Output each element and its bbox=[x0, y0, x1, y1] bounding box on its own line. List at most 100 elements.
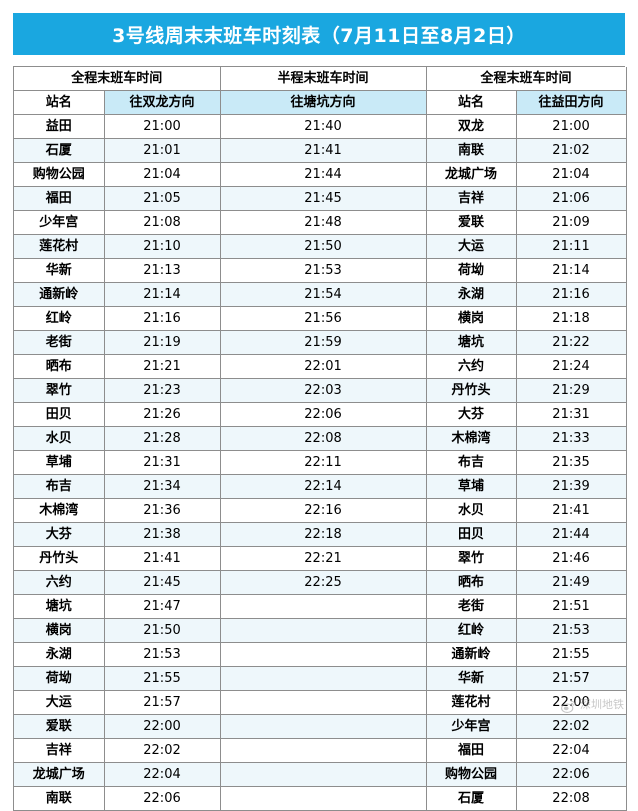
cell-station-left: 翠竹 bbox=[14, 378, 105, 403]
cell-time-left: 21:26 bbox=[104, 402, 221, 427]
table-row: 爱联 22:00 少年宫 22:02 bbox=[14, 714, 627, 739]
cell-station-left: 荷坳 bbox=[14, 666, 105, 691]
cell-time-left: 21:38 bbox=[104, 522, 221, 547]
watermark-label: 深圳地铁 bbox=[580, 698, 624, 711]
cell-station-right: 草埔 bbox=[426, 474, 517, 499]
cell-time-right: 21:18 bbox=[516, 306, 627, 331]
cell-time-left: 21:41 bbox=[104, 546, 221, 571]
cell-time-right: 21:02 bbox=[516, 138, 627, 163]
cell-time-middle bbox=[220, 714, 427, 739]
group-header-row: 全程末班车时间 半程末班车时间 全程末班车时间 bbox=[14, 67, 627, 91]
cell-station-right: 红岭 bbox=[426, 618, 517, 643]
table-row: 永湖 21:53 通新岭 21:55 bbox=[14, 642, 627, 667]
cell-station-right: 横岗 bbox=[426, 306, 517, 331]
group-header-middle: 半程末班车时间 bbox=[220, 67, 427, 91]
table-row: 荷坳 21:55 华新 21:57 bbox=[14, 666, 627, 691]
cell-time-right: 21:46 bbox=[516, 546, 627, 571]
cell-station-left: 购物公园 bbox=[14, 162, 105, 187]
cell-time-left: 21:04 bbox=[104, 162, 221, 187]
cell-station-right: 吉祥 bbox=[426, 186, 517, 211]
cell-time-middle: 21:41 bbox=[220, 138, 427, 163]
cell-time-right: 21:31 bbox=[516, 402, 627, 427]
header-direction-left: 往双龙方向 bbox=[104, 90, 221, 115]
cell-time-middle bbox=[220, 594, 427, 619]
cell-station-right: 购物公园 bbox=[426, 762, 517, 787]
cell-time-middle bbox=[220, 666, 427, 691]
cell-time-middle: 22:25 bbox=[220, 570, 427, 595]
table-row: 草埔 21:31 22:11 布吉 21:35 bbox=[14, 450, 627, 475]
timetable: 全程末班车时间 半程末班车时间 全程末班车时间 站名 往双龙方向 往塘坑方向 站… bbox=[14, 67, 627, 811]
cell-time-right: 22:04 bbox=[516, 738, 627, 763]
cell-station-left: 龙城广场 bbox=[14, 762, 105, 787]
table-row: 木棉湾 21:36 22:16 水贝 21:41 bbox=[14, 498, 627, 523]
cell-station-left: 益田 bbox=[14, 114, 105, 139]
cell-time-middle: 22:11 bbox=[220, 450, 427, 475]
cell-time-left: 21:05 bbox=[104, 186, 221, 211]
cell-station-left: 爱联 bbox=[14, 714, 105, 739]
cell-time-left: 21:13 bbox=[104, 258, 221, 283]
header-station-left: 站名 bbox=[14, 90, 105, 115]
header-direction-middle: 往塘坑方向 bbox=[220, 90, 427, 115]
cell-time-left: 21:28 bbox=[104, 426, 221, 451]
cell-station-left: 华新 bbox=[14, 258, 105, 283]
cell-station-left: 通新岭 bbox=[14, 282, 105, 307]
cell-station-right: 田贝 bbox=[426, 522, 517, 547]
cell-station-left: 木棉湾 bbox=[14, 498, 105, 523]
cell-time-right: 21:51 bbox=[516, 594, 627, 619]
table-row: 石厦 21:01 21:41 南联 21:02 bbox=[14, 138, 627, 163]
cell-station-left: 六约 bbox=[14, 570, 105, 595]
cell-time-left: 22:06 bbox=[104, 786, 221, 811]
table-row: 田贝 21:26 22:06 大芬 21:31 bbox=[14, 402, 627, 427]
cell-time-right: 21:11 bbox=[516, 234, 627, 259]
cell-station-right: 石厦 bbox=[426, 786, 517, 811]
cell-time-middle: 21:44 bbox=[220, 162, 427, 187]
cell-station-left: 南联 bbox=[14, 786, 105, 811]
cell-time-right: 21:16 bbox=[516, 282, 627, 307]
cell-station-right: 少年宫 bbox=[426, 714, 517, 739]
cell-time-left: 22:04 bbox=[104, 762, 221, 787]
cell-time-right: 21:49 bbox=[516, 570, 627, 595]
cell-station-left: 田贝 bbox=[14, 402, 105, 427]
cell-station-left: 大芬 bbox=[14, 522, 105, 547]
table-row: 少年宫 21:08 21:48 爱联 21:09 bbox=[14, 210, 627, 235]
table-row: 翠竹 21:23 22:03 丹竹头 21:29 bbox=[14, 378, 627, 403]
table-row: 龙城广场 22:04 购物公园 22:06 bbox=[14, 762, 627, 787]
cell-time-left: 21:50 bbox=[104, 618, 221, 643]
cell-time-left: 21:31 bbox=[104, 450, 221, 475]
table-row: 布吉 21:34 22:14 草埔 21:39 bbox=[14, 474, 627, 499]
cell-time-left: 21:34 bbox=[104, 474, 221, 499]
table-row: 塘坑 21:47 老街 21:51 bbox=[14, 594, 627, 619]
header-station-right: 站名 bbox=[426, 90, 517, 115]
cell-station-left: 福田 bbox=[14, 186, 105, 211]
cell-station-right: 双龙 bbox=[426, 114, 517, 139]
cell-station-right: 布吉 bbox=[426, 450, 517, 475]
table-row: 丹竹头 21:41 22:21 翠竹 21:46 bbox=[14, 546, 627, 571]
cell-time-middle: 22:16 bbox=[220, 498, 427, 523]
cell-time-left: 22:00 bbox=[104, 714, 221, 739]
cell-time-left: 21:10 bbox=[104, 234, 221, 259]
cell-time-middle: 21:45 bbox=[220, 186, 427, 211]
cell-station-left: 老街 bbox=[14, 330, 105, 355]
cell-time-middle: 21:59 bbox=[220, 330, 427, 355]
cell-time-left: 21:16 bbox=[104, 306, 221, 331]
timetable-body: 全程末班车时间 半程末班车时间 全程末班车时间 站名 往双龙方向 往塘坑方向 站… bbox=[14, 67, 627, 811]
table-row: 华新 21:13 21:53 荷坳 21:14 bbox=[14, 258, 627, 283]
cell-station-right: 老街 bbox=[426, 594, 517, 619]
cell-time-right: 21:04 bbox=[516, 162, 627, 187]
cell-station-left: 石厦 bbox=[14, 138, 105, 163]
cell-station-right: 华新 bbox=[426, 666, 517, 691]
cell-station-right: 六约 bbox=[426, 354, 517, 379]
schedule-page: 3号线周末末班车时刻表（7月11日至8月2日） 全程末班车时间 半程末班车时间 … bbox=[0, 13, 638, 811]
cell-station-right: 翠竹 bbox=[426, 546, 517, 571]
cell-time-right: 22:06 bbox=[516, 762, 627, 787]
cell-time-right: 21:35 bbox=[516, 450, 627, 475]
cell-time-right: 21:55 bbox=[516, 642, 627, 667]
cell-station-left: 横岗 bbox=[14, 618, 105, 643]
cell-time-middle: 22:06 bbox=[220, 402, 427, 427]
cell-time-right: 22:08 bbox=[516, 786, 627, 811]
cell-time-left: 21:21 bbox=[104, 354, 221, 379]
cell-time-right: 21:39 bbox=[516, 474, 627, 499]
cell-station-right: 福田 bbox=[426, 738, 517, 763]
cell-station-left: 吉祥 bbox=[14, 738, 105, 763]
timetable-wrapper: 全程末班车时间 半程末班车时间 全程末班车时间 站名 往双龙方向 往塘坑方向 站… bbox=[13, 66, 627, 811]
